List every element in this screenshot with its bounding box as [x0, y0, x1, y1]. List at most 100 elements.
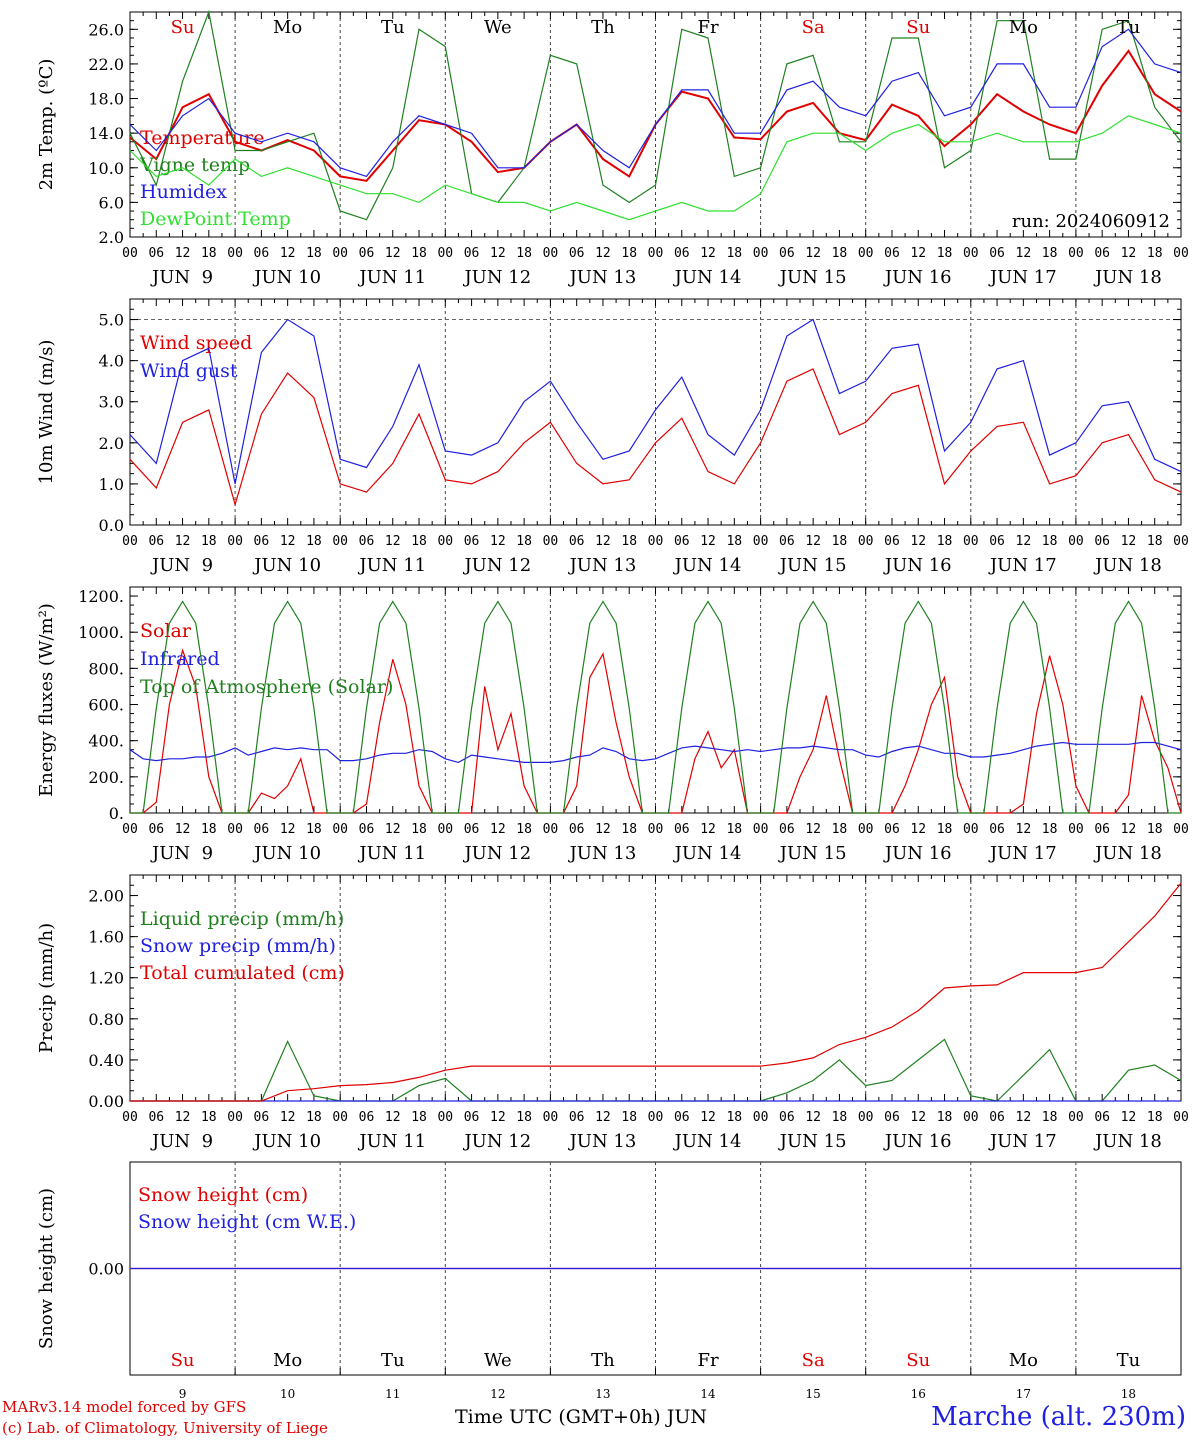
temperature-hour-label: 12	[700, 246, 716, 261]
energy-hour-label: 18	[621, 822, 637, 837]
temperature-hour-label: 18	[621, 246, 637, 261]
precip-hour-label: 00	[543, 1110, 559, 1125]
energy-date-label: JUN 13	[568, 843, 637, 864]
precip-hour-label: 00	[753, 1110, 769, 1125]
wind-series-line	[129, 318, 1182, 485]
precip-y-tick-label: 2.00	[88, 887, 124, 906]
energy-y-tick-label: 600.	[88, 696, 124, 715]
energy-hour-label: 00	[543, 822, 559, 837]
wind-hour-label: 18	[832, 534, 848, 549]
temperature-date-label: JUN 10	[252, 267, 321, 288]
wind-hour-label: 06	[674, 534, 690, 549]
precip-hour-label: 00	[122, 1110, 138, 1125]
precip-y-tick-label: 1.20	[88, 969, 124, 988]
energy-y-tick-label: 200.	[88, 768, 124, 787]
temperature-hour-label: 06	[674, 246, 690, 261]
energy-hour-label: 06	[569, 822, 585, 837]
day-number-bottom: 12	[490, 1387, 505, 1401]
day-name-bottom: Mo	[273, 1350, 302, 1371]
temperature-date-label: JUN 17	[988, 267, 1057, 288]
precip-date-label: JUN 12	[462, 1131, 531, 1152]
temperature-y-tick-label: 10.0	[88, 159, 124, 178]
temperature-hour-label: 06	[569, 246, 585, 261]
time-axis-label: Time UTC (GMT+0h) JUN	[455, 1406, 707, 1428]
day-name-bottom: Su	[171, 1350, 195, 1371]
wind-date-label: JUN 12	[462, 555, 531, 576]
temperature-date-label: JUN 13	[568, 267, 637, 288]
temperature-series-line	[129, 28, 1182, 178]
day-name-top: Mo	[273, 17, 302, 38]
energy-hour-label: 06	[1094, 822, 1110, 837]
wind-hour-label: 12	[175, 534, 191, 549]
wind-y-tick-label: 0.0	[99, 516, 124, 535]
energy-hour-label: 12	[910, 822, 926, 837]
precip-y-axis-label: Precip (mm/h)	[36, 923, 57, 1053]
wind-y-tick-label: 1.0	[99, 475, 124, 494]
precip-hour-label: 06	[359, 1110, 375, 1125]
energy-date-label: JUN 11	[357, 843, 426, 864]
precip-hour-label: 06	[464, 1110, 480, 1125]
model-credit: MARv3.14 model forced by GFS	[2, 1398, 247, 1416]
wind-hour-label: 06	[359, 534, 375, 549]
temperature-hour-label: 12	[595, 246, 611, 261]
wind-date-label: JUN 18	[1093, 555, 1162, 576]
temperature-hour-label: 18	[411, 246, 427, 261]
precip-hour-label: 06	[569, 1110, 585, 1125]
precip-hour-label: 12	[910, 1110, 926, 1125]
energy-hour-label: 18	[201, 822, 217, 837]
wind-hour-label: 18	[1147, 534, 1163, 549]
temperature-hour-label: 12	[910, 246, 926, 261]
wind-hour-label: 18	[937, 534, 953, 549]
day-number-bottom: 10	[280, 1387, 295, 1401]
precip-hour-label: 00	[963, 1110, 979, 1125]
wind-legend-entry: Wind gust	[140, 360, 238, 382]
temperature-hour-label: 18	[1147, 246, 1163, 261]
temperature-y-tick-label: 6.0	[99, 193, 124, 212]
precip-legend-entry: Snow precip (mm/h)	[140, 935, 336, 957]
temperature-hour-label: 18	[1042, 246, 1058, 261]
wind-hour-label: 12	[805, 534, 821, 549]
temperature-date-label: JUN 9	[150, 267, 213, 288]
temperature-hour-label: 12	[280, 246, 296, 261]
wind-hour-label: 06	[779, 534, 795, 549]
wind-date-label: JUN 16	[883, 555, 952, 576]
precip-date-label: JUN 18	[1093, 1131, 1162, 1152]
temperature-hour-label: 18	[201, 246, 217, 261]
wind-date-label: JUN 14	[673, 555, 742, 576]
temperature-legend-entry: Vigne temp	[139, 154, 250, 176]
wind-hour-label: 18	[726, 534, 742, 549]
wind-hour-label: 00	[1173, 534, 1189, 549]
precip-hour-label: 00	[1068, 1110, 1084, 1125]
temperature-hour-label: 00	[858, 246, 874, 261]
precip-hour-label: 06	[1094, 1110, 1110, 1125]
precip-y-tick-label: 0.80	[88, 1010, 124, 1029]
day-name-top: We	[484, 17, 512, 38]
temperature-hour-label: 00	[227, 246, 243, 261]
day-number-bottom: 15	[806, 1387, 821, 1401]
day-number-bottom: 16	[911, 1387, 926, 1401]
wind-hour-label: 06	[569, 534, 585, 549]
temperature-hour-label: 06	[884, 246, 900, 261]
day-number-bottom: 18	[1121, 1387, 1136, 1401]
wind-hour-label: 00	[332, 534, 348, 549]
lab-credit: (c) Lab. of Climatology, University of L…	[2, 1419, 328, 1437]
temperature-hour-label: 06	[148, 246, 164, 261]
precip-date-label: JUN 16	[883, 1131, 952, 1152]
precip-hour-label: 12	[1121, 1110, 1137, 1125]
energy-hour-label: 18	[411, 822, 427, 837]
wind-hour-label: 18	[306, 534, 322, 549]
wind-hour-label: 12	[490, 534, 506, 549]
wind-date-label: JUN 9	[150, 555, 213, 576]
energy-series-line	[129, 741, 1182, 764]
day-name-bottom: Su	[906, 1350, 930, 1371]
temperature-date-label: JUN 12	[462, 267, 531, 288]
wind-legend-entry: Wind speed	[140, 332, 252, 354]
precip-hour-label: 18	[201, 1110, 217, 1125]
precip-hour-label: 06	[989, 1110, 1005, 1125]
wind-hour-label: 12	[1121, 534, 1137, 549]
energy-hour-label: 00	[122, 822, 138, 837]
energy-hour-label: 18	[516, 822, 532, 837]
wind-hour-label: 06	[464, 534, 480, 549]
energy-hour-label: 12	[490, 822, 506, 837]
